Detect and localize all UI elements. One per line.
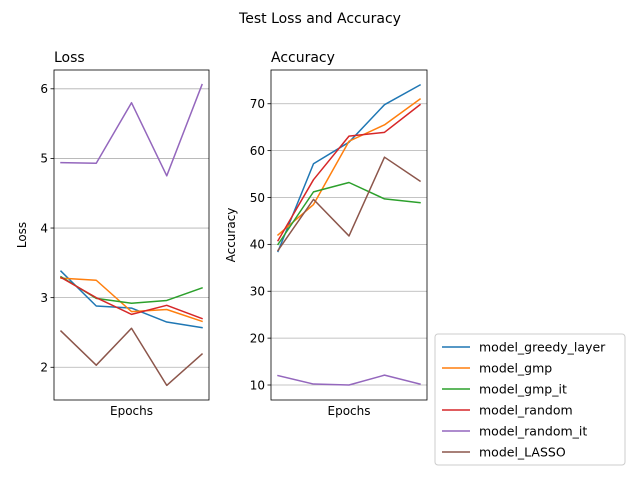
loss-y-tick-label: 5 — [40, 152, 48, 166]
accuracy-line-model-gmp — [276, 98, 422, 237]
accuracy-y-axis-label: Accuracy — [224, 208, 238, 263]
loss-y-axis-label: Loss — [15, 222, 29, 248]
legend-label-model-random: model_random — [479, 403, 573, 418]
loss-y-tick-label: 3 — [40, 291, 48, 305]
legend-box — [434, 333, 626, 466]
legend-label-model-gmp: model_gmp — [479, 361, 552, 376]
accuracy-y-tick-label: 30 — [250, 285, 265, 299]
accuracy-y-tick-label: 40 — [250, 238, 265, 252]
legend-label-model-greedy-layer: model_greedy_layer — [479, 340, 606, 355]
accuracy-y-tick-label: 20 — [250, 331, 265, 345]
legend: model_greedy_layer model_gmp model_gmp_itm… — [434, 333, 626, 466]
loss-subplot: Loss 2 3 4 5 6 Epochs Loss — [15, 50, 210, 418]
loss-gridlines — [54, 88, 209, 368]
accuracy-line-model-lasso — [276, 156, 422, 252]
loss-line-model-greedy-layer — [59, 270, 203, 329]
accuracy-y-tick-label: 10 — [250, 378, 265, 392]
accuracy-subplot: Accuracy 10 20 30 40 50 60 70 Epochs Accuracy — [224, 50, 428, 418]
loss-y-tick-label: 4 — [40, 221, 48, 235]
accuracy-series-lines — [276, 83, 422, 386]
legend-label-model-random-it: model_random_it — [479, 424, 587, 439]
loss-line-model-lasso — [59, 327, 204, 387]
legend-label-model-lasso: model_LASSO — [479, 445, 566, 460]
loss-subplot-title: Loss — [54, 50, 85, 66]
accuracy-y-ticks: 10 20 30 40 50 60 70 — [250, 97, 271, 392]
legend-label-model-gmp-it: model_gmp_it — [479, 382, 567, 397]
accuracy-y-tick-label: 70 — [250, 97, 265, 111]
loss-x-axis-label: Epochs — [110, 404, 153, 418]
accuracy-line-model-random — [276, 103, 422, 242]
figure-title: Test Loss and Accuracy — [238, 11, 401, 27]
loss-line-model-random-it — [60, 83, 203, 177]
accuracy-line-model-gmp-it — [276, 181, 421, 246]
loss-y-ticks: 2 3 4 5 6 — [40, 82, 54, 375]
loss-y-tick-label: 2 — [40, 361, 48, 375]
loss-line-model-random — [59, 276, 203, 320]
accuracy-y-tick-label: 60 — [250, 144, 265, 158]
accuracy-subplot-title: Accuracy — [271, 50, 335, 66]
accuracy-line-model-random-it — [277, 374, 421, 386]
loss-y-tick-label: 6 — [40, 82, 48, 96]
accuracy-plot-frame — [270, 69, 428, 401]
accuracy-gridlines — [271, 103, 427, 386]
accuracy-x-axis-label: Epochs — [328, 404, 371, 418]
loss-series-lines — [59, 83, 204, 387]
loss-plot-frame — [53, 69, 210, 401]
accuracy-y-tick-label: 50 — [250, 191, 265, 205]
loss-line-model-gmp — [60, 277, 203, 323]
